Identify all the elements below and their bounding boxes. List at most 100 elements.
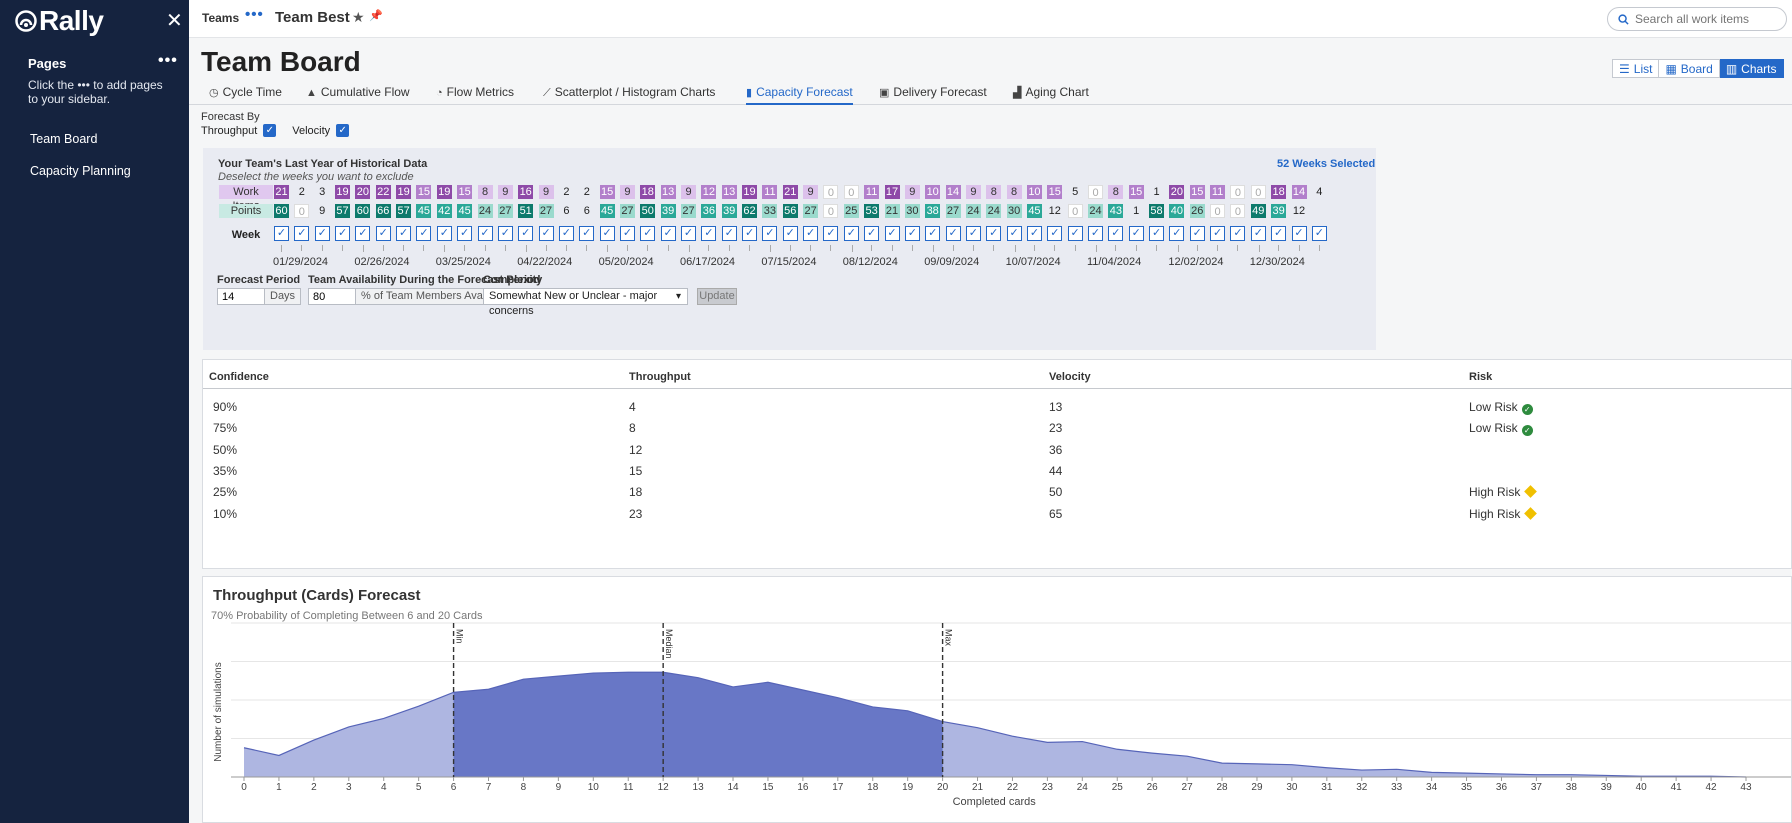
complexity-select[interactable]: Somewhat New or Unclear - major concerns… bbox=[483, 288, 688, 317]
tab-label: Cycle Time bbox=[222, 85, 282, 99]
week-checkbox[interactable]: ✓ bbox=[497, 226, 513, 241]
week-checkbox[interactable]: ✓ bbox=[681, 226, 696, 241]
velocity-checkbox[interactable]: ✓ bbox=[336, 124, 350, 137]
week-checkbox[interactable]: ✓ bbox=[660, 226, 676, 241]
week-checkbox[interactable]: ✓ bbox=[1149, 226, 1165, 241]
week-checkbox[interactable]: ✓ bbox=[965, 226, 981, 241]
pie-icon: ◔ bbox=[436, 87, 443, 99]
week-checkbox[interactable]: ✓ bbox=[803, 226, 819, 241]
throughput-checkbox[interactable]: ✓ bbox=[263, 124, 277, 137]
week-checkbox[interactable]: ✓ bbox=[314, 226, 330, 241]
week-checkbox[interactable]: ✓ bbox=[1210, 226, 1226, 241]
week-checkbox[interactable]: ✓ bbox=[1108, 226, 1124, 241]
week-checkbox[interactable]: ✓ bbox=[375, 226, 391, 241]
update-button[interactable]: Update bbox=[697, 288, 737, 305]
week-checkbox[interactable]: ✓ bbox=[742, 226, 758, 241]
board-view-button[interactable]: ▦ Board bbox=[1659, 59, 1720, 78]
sidebar-item-capacity-planning[interactable]: Capacity Planning bbox=[30, 164, 131, 178]
week-checkbox[interactable]: ✓ bbox=[1250, 226, 1266, 241]
week-checkbox[interactable]: ✓ bbox=[1026, 226, 1042, 241]
search-box[interactable] bbox=[1607, 7, 1787, 31]
week-checkbox[interactable]: ✓ bbox=[518, 226, 534, 241]
team-availability-input[interactable] bbox=[308, 288, 356, 305]
week-checkbox[interactable]: ✓ bbox=[843, 226, 859, 241]
week-checkbox[interactable]: ✓ bbox=[945, 226, 961, 241]
week-checkbox[interactable]: ✓ bbox=[701, 226, 717, 241]
rally-logo[interactable]: Rally bbox=[15, 5, 104, 37]
x-tick-label: 30 bbox=[1286, 782, 1298, 793]
work-items-cell: 11 bbox=[864, 185, 880, 199]
week-checkbox[interactable]: ✓ bbox=[1271, 226, 1287, 241]
week-checkbox[interactable]: ✓ bbox=[884, 226, 900, 241]
week-checkbox[interactable]: ✓ bbox=[1311, 226, 1327, 241]
week-checkbox[interactable]: ✓ bbox=[477, 226, 493, 241]
week-checkbox[interactable]: ✓ bbox=[335, 226, 351, 241]
week-checkbox[interactable]: ✓ bbox=[762, 226, 778, 241]
week-checkbox[interactable]: ✓ bbox=[986, 226, 1002, 241]
week-checkbox[interactable]: ✓ bbox=[1006, 226, 1022, 241]
breadcrumb-teams[interactable]: Teams bbox=[202, 11, 240, 25]
week-checkbox[interactable]: ✓ bbox=[355, 226, 371, 241]
list-view-button[interactable]: ☰ List bbox=[1612, 59, 1660, 78]
week-checkbox[interactable]: ✓ bbox=[925, 226, 941, 241]
week-checkbox[interactable]: ✓ bbox=[782, 226, 798, 241]
points-cell: 24 bbox=[1088, 204, 1103, 218]
tab-flow-metrics[interactable]: ◔ Flow Metrics bbox=[436, 85, 514, 105]
star-icon[interactable]: ★ bbox=[352, 9, 365, 25]
tab-delivery-forecast[interactable]: ▣ Delivery Forecast bbox=[879, 85, 987, 105]
work-items-cell: 13 bbox=[721, 185, 737, 199]
week-checkbox[interactable]: ✓ bbox=[416, 226, 432, 241]
x-tick-label: 40 bbox=[1636, 782, 1648, 793]
forecast-period-input[interactable] bbox=[217, 288, 265, 305]
close-sidebar-icon[interactable]: ✕ bbox=[166, 10, 183, 32]
work-items-cell: 21 bbox=[782, 185, 798, 199]
x-tick-label: 42 bbox=[1705, 782, 1717, 793]
week-checkbox[interactable]: ✓ bbox=[640, 226, 656, 241]
week-checkbox[interactable]: ✓ bbox=[274, 226, 289, 241]
week-checkbox[interactable]: ✓ bbox=[823, 226, 839, 241]
week-checkbox[interactable]: ✓ bbox=[904, 226, 920, 241]
week-checkbox[interactable]: ✓ bbox=[619, 226, 635, 241]
week-checkbox[interactable]: ✓ bbox=[294, 226, 310, 241]
x-tick-label: 25 bbox=[1112, 782, 1124, 793]
tab-scatterplot[interactable]: ⟋ Scatterplot / Histogram Charts bbox=[543, 85, 715, 105]
tab-capacity-forecast[interactable]: ▮ Capacity Forecast bbox=[746, 85, 853, 105]
week-checkbox[interactable]: ✓ bbox=[1047, 226, 1063, 241]
week-tick bbox=[770, 245, 771, 252]
charts-view-button[interactable]: ▥ Charts bbox=[1719, 59, 1784, 78]
breadcrumb-team[interactable]: Team Best bbox=[275, 9, 350, 26]
header-risk: Risk bbox=[1469, 371, 1493, 383]
sidebar-item-team-board[interactable]: Team Board bbox=[30, 132, 98, 146]
week-tick bbox=[871, 245, 873, 251]
week-checkbox[interactable]: ✓ bbox=[1189, 226, 1205, 241]
week-checkbox[interactable]: ✓ bbox=[1067, 226, 1083, 241]
week-checkbox[interactable]: ✓ bbox=[599, 226, 615, 241]
week-checkbox[interactable]: ✓ bbox=[1128, 226, 1144, 241]
week-checkbox[interactable]: ✓ bbox=[1291, 226, 1307, 241]
week-checkbox[interactable]: ✓ bbox=[396, 226, 412, 241]
tab-cumulative-flow[interactable]: ▲ Cumulative Flow bbox=[306, 85, 410, 105]
x-tick-label: 22 bbox=[1007, 782, 1019, 793]
week-checkbox[interactable]: ✓ bbox=[721, 226, 737, 241]
pages-more-icon[interactable]: ••• bbox=[158, 52, 178, 69]
week-checkbox[interactable]: ✓ bbox=[558, 226, 574, 241]
search-input[interactable] bbox=[1635, 12, 1775, 26]
tab-cycle-time[interactable]: ◷ Cycle Time bbox=[209, 85, 282, 105]
points-cell: 0 bbox=[1067, 204, 1083, 218]
work-items-cell: 19 bbox=[436, 185, 452, 199]
work-items-cell: 9 bbox=[681, 185, 696, 199]
week-checkbox[interactable]: ✓ bbox=[457, 226, 473, 241]
tab-aging-chart[interactable]: ▟ Aging Chart bbox=[1013, 85, 1089, 105]
points-cell: 30 bbox=[1006, 204, 1022, 218]
week-date-label: 01/29/2024 bbox=[273, 256, 329, 268]
breadcrumb-more-icon[interactable]: ••• bbox=[245, 6, 264, 23]
week-checkbox[interactable]: ✓ bbox=[579, 226, 595, 241]
week-checkbox[interactable]: ✓ bbox=[538, 226, 554, 241]
week-checkbox[interactable]: ✓ bbox=[1230, 226, 1246, 241]
pin-icon[interactable]: 📌 bbox=[369, 10, 383, 22]
week-checkbox[interactable]: ✓ bbox=[1088, 226, 1103, 241]
week-checkbox[interactable]: ✓ bbox=[864, 226, 880, 241]
x-tick-label: 0 bbox=[241, 782, 247, 793]
week-checkbox[interactable]: ✓ bbox=[436, 226, 452, 241]
week-checkbox[interactable]: ✓ bbox=[1169, 226, 1185, 241]
